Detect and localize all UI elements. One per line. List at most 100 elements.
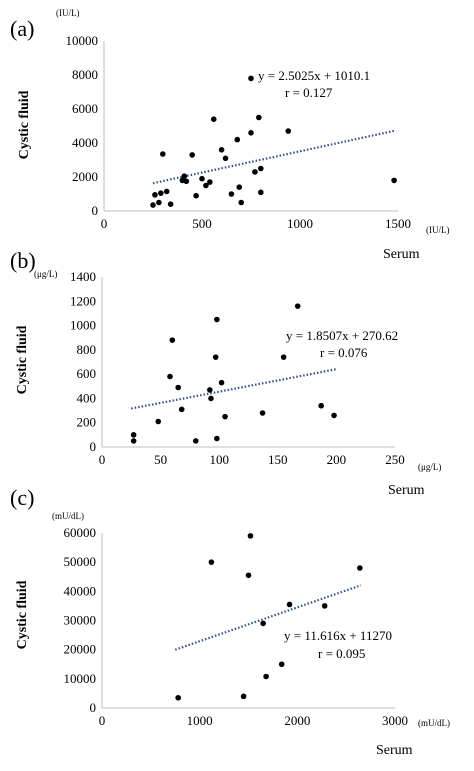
panel-b-data-point	[178, 406, 185, 413]
panel-b-y-tick-label: 1200	[70, 293, 96, 308]
panel-b-y-tick-label: 1400	[70, 269, 96, 284]
panel-c-y-tick-label: 20000	[64, 642, 97, 657]
panel-a-data-point	[258, 189, 264, 196]
panel-c-x-tick-label: 0	[99, 713, 106, 728]
panel-b-data-point	[207, 387, 213, 393]
panel-b-x-tick-label: 250	[385, 452, 405, 467]
panel-a-data-point	[234, 136, 241, 143]
panel-a-data-point	[248, 130, 254, 136]
panel-b-data-point	[212, 354, 219, 360]
panel-a-data-point	[256, 114, 262, 121]
panel-a-data-point	[248, 75, 254, 82]
panel-c-y-axis-label: Cystic fluid	[15, 580, 30, 649]
panel-c-data-point	[175, 694, 181, 701]
panel-b-data-point	[214, 435, 220, 442]
panel-b-y-unit: (μg/L)	[34, 269, 57, 279]
panel-c-x-axis-label: Serum	[376, 743, 413, 758]
panel-b-y-tick-label: 1000	[70, 318, 96, 333]
panel-c-data-point	[260, 620, 266, 627]
panel-a-trend-line	[152, 129, 395, 185]
panel-a-x-tick-label: 500	[192, 216, 212, 231]
panel-a-data-point	[210, 116, 217, 122]
panel-a-y-tick-label: 8000	[72, 67, 98, 82]
panel-c-x-tick-label: 1000	[187, 713, 213, 728]
panel-b-x-tick-label: 50	[154, 452, 167, 467]
panel-c-y-tick-label: 30000	[64, 613, 97, 628]
panel-c-y-unit: (mU/dL)	[52, 511, 84, 521]
panel-a-data-point	[207, 179, 213, 185]
panel-a-data-point	[258, 165, 264, 172]
panel-a-data-point	[183, 178, 190, 185]
panel-b-data-point	[259, 410, 266, 416]
panel-a-y-tick-label: 0	[92, 203, 99, 218]
panel-c-data-point	[247, 533, 254, 539]
panel-b-data-point	[214, 316, 220, 323]
panel-a-r-value: r = 0.127	[285, 85, 333, 100]
panel-c-data-point	[263, 673, 269, 680]
panel-b-data-point	[280, 354, 287, 360]
panel-c-trend-line	[174, 584, 362, 651]
panel-b-data-point	[175, 384, 181, 391]
panel-a-data-point	[163, 188, 170, 195]
panel-a-data-point	[193, 192, 199, 199]
panel-b-x-tick-label: 200	[327, 452, 347, 467]
panel-a-label: (a)	[10, 16, 34, 41]
panel-a-data-point	[167, 201, 174, 207]
panel-b-data-point	[218, 379, 225, 386]
panel-c-y-tick-label: 10000	[64, 671, 97, 686]
panel-b-data-point	[169, 337, 176, 343]
panel-a-data-point	[158, 190, 164, 196]
panel-b-x-unit: (μg/L)	[418, 462, 441, 472]
panel-b-data-point	[130, 432, 137, 438]
panel-b-equation: y = 1.8507x + 270.62	[286, 328, 398, 343]
panel-b-data-point	[222, 413, 228, 420]
panel-c-data-point	[278, 661, 285, 668]
panel-a-x-tick-label: 0	[101, 216, 108, 231]
panel-b-r-value: r = 0.076	[320, 345, 368, 360]
panel-b-y-tick-label: 0	[90, 439, 97, 454]
panel-a-y-axis-label: Cystic fluid	[17, 90, 32, 159]
panel-b-data-point	[192, 438, 199, 444]
panel-c-data-point	[321, 603, 328, 609]
panel-a-data-point	[228, 191, 235, 197]
panel-a-data-point	[150, 202, 156, 208]
panel-a-data-point	[236, 184, 243, 190]
panel-c-y-tick-label: 50000	[64, 554, 97, 569]
panel-a-data-point	[218, 147, 225, 153]
panel-a-data-point	[203, 182, 209, 189]
panel-a-data-point	[156, 199, 162, 206]
panel-a-x-unit: (IU/L)	[426, 225, 450, 235]
panel-c-r-value: r = 0.095	[318, 646, 365, 661]
panel-c-data-point	[357, 565, 363, 571]
panel-c-x-tick-label: 2000	[284, 713, 310, 728]
panel-c-data-point	[286, 601, 293, 608]
panel-b-y-tick-label: 600	[77, 366, 97, 381]
panel-b-data-point	[130, 438, 137, 444]
panel-c-data-point	[208, 559, 215, 565]
panel-b-y-axis-label: Cystic fluid	[15, 325, 30, 394]
panel-c-label: (c)	[10, 485, 34, 510]
panel-a-data-point	[160, 151, 166, 157]
panel-c-data-point	[240, 693, 247, 700]
panel-c-data-point	[245, 572, 252, 579]
panel-b-label: (b)	[10, 248, 36, 273]
panel-a-y-tick-label: 4000	[72, 135, 98, 150]
panel-b-x-tick-label: 150	[268, 452, 288, 467]
panel-a-x-tick-label: 1000	[287, 216, 313, 231]
panel-a-data-point	[152, 192, 158, 198]
panel-a-data-point	[199, 175, 205, 182]
panel-a-y-tick-label: 2000	[72, 169, 98, 184]
panel-b: (b) (μg/L) (μg/L) Cystic fluid Serum y =…	[10, 248, 441, 498]
panel-b-data-point	[155, 418, 162, 425]
panel-a-x-tick-label: 1500	[385, 216, 411, 231]
panel-c-y-tick-label: 60000	[64, 525, 97, 540]
panel-c-equation: y = 11.616x + 11270	[284, 628, 392, 643]
panel-a-data-point	[285, 128, 292, 134]
panel-a-y-tick-label: 6000	[72, 101, 98, 116]
panel-b-x-tick-label: 0	[99, 452, 106, 467]
panel-a-data-point	[189, 152, 195, 158]
panel-a-y-tick-label: 10000	[66, 33, 99, 48]
panel-a-equation: y = 2.5025x + 1010.1	[258, 68, 370, 83]
panel-b-data-point	[167, 373, 173, 380]
panel-c-y-tick-label: 0	[90, 700, 97, 715]
